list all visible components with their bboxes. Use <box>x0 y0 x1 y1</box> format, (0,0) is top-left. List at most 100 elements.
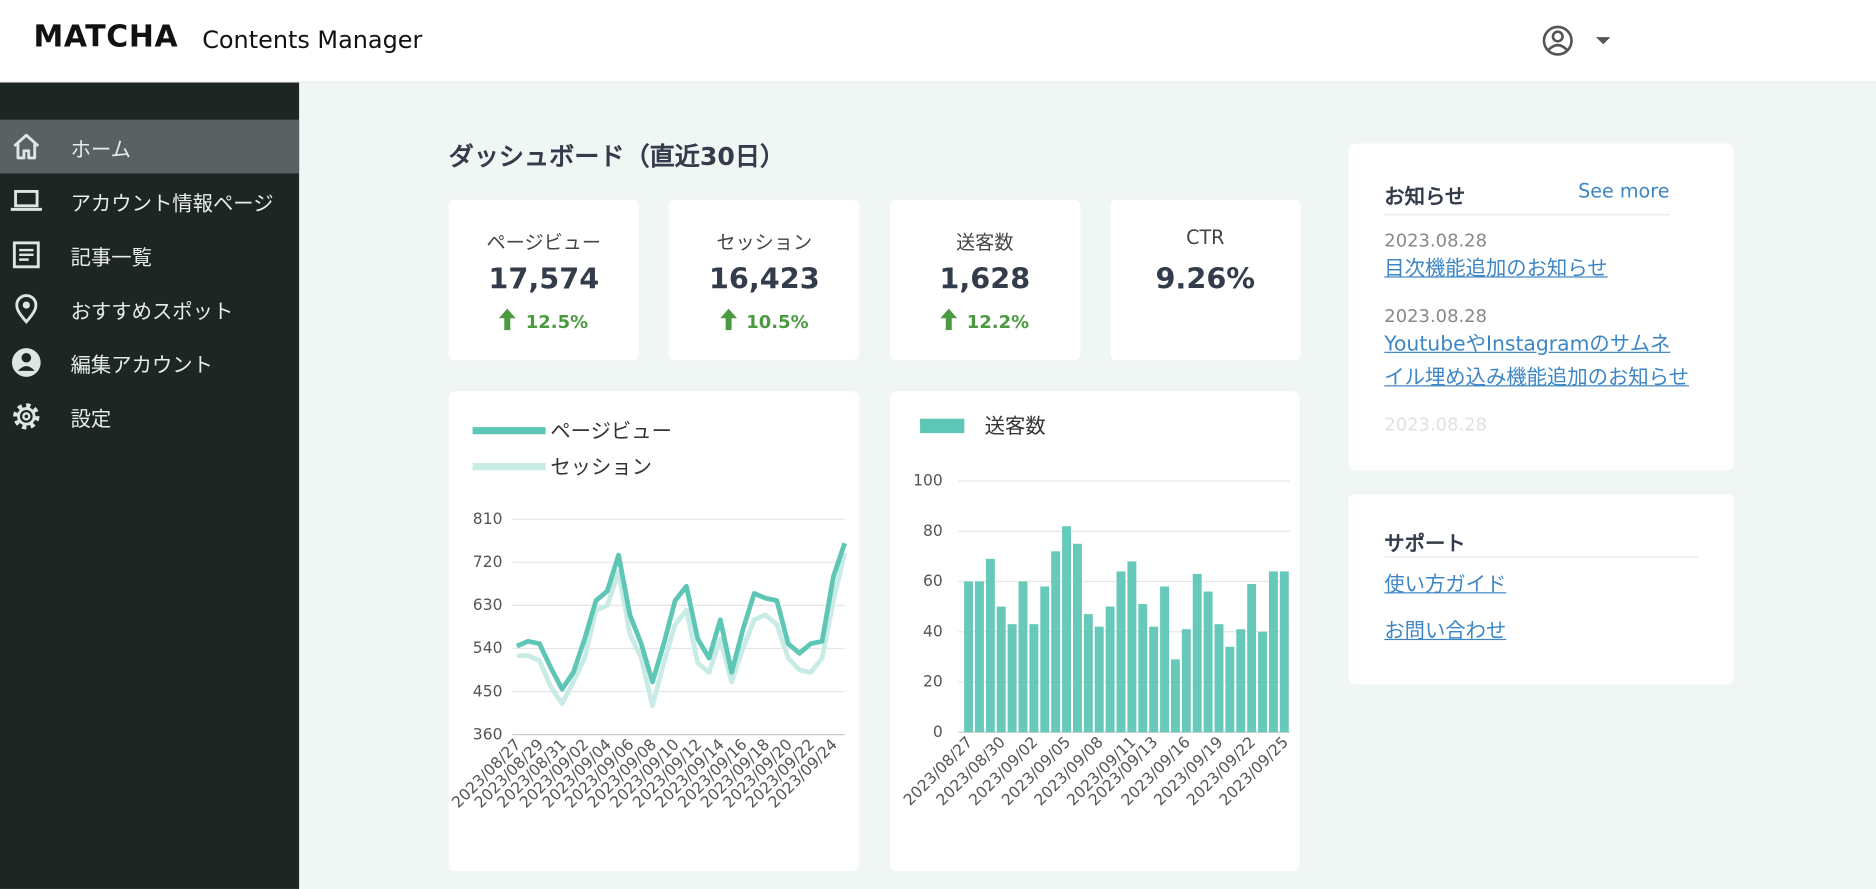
bar <box>1181 629 1191 733</box>
nav-label: アカウント情報ページ <box>70 192 274 217</box>
nav-icon <box>13 133 40 160</box>
stat-value: 17,574 <box>488 262 600 296</box>
logo[interactable]: MATCHA <box>33 19 179 54</box>
bar <box>1258 631 1267 733</box>
divider <box>1384 556 1698 558</box>
stat-label: CTR <box>1186 226 1225 249</box>
line-series <box>515 542 847 692</box>
bar <box>985 558 995 733</box>
bar <box>1138 604 1148 733</box>
support-title: サポート <box>1384 532 1466 557</box>
nav-label: おすすめスポット <box>70 300 234 325</box>
nav-label: 編集アカウント <box>70 354 213 379</box>
bar <box>1083 614 1093 733</box>
y-tick-label: 60 <box>923 572 943 590</box>
nav-icon <box>11 348 41 377</box>
y-tick-label: 540 <box>473 639 503 657</box>
nav-icon <box>15 294 38 325</box>
bar <box>1029 624 1039 733</box>
y-tick-label: 720 <box>473 553 503 571</box>
bar <box>1105 606 1115 733</box>
bar <box>974 581 984 733</box>
stat-card: セッション 16,423 10.5% <box>669 199 860 361</box>
y-tick-label: 630 <box>473 596 503 614</box>
bar <box>1268 571 1278 733</box>
user-menu[interactable] <box>1541 24 1618 58</box>
nav-item[interactable]: ホーム <box>0 119 300 174</box>
dashboard-title: ダッシュボード（直近30日） <box>448 142 786 172</box>
stat-card: CTR 9.26% <box>1110 199 1301 361</box>
nav-label: 設定 <box>70 407 112 432</box>
legend-label: セッション <box>550 455 652 479</box>
sidebar: ホームアカウント情報ページ記事一覧おすすめスポット 編集アカウント 設定 <box>0 82 300 889</box>
y-tick-label: 100 <box>913 472 943 490</box>
notice-card: お知らせ See more 2023.08.28 目次機能追加のお知らせ 2023.… <box>1348 143 1734 471</box>
support-link[interactable]: 使い方ガイド <box>1384 573 1507 598</box>
stat-change-value: 10.5% <box>746 311 809 333</box>
bar <box>1160 586 1170 733</box>
stat-value: 9.26% <box>1155 262 1256 296</box>
nav-icon <box>10 189 42 211</box>
nav-item[interactable]: 設定 <box>0 389 299 443</box>
bar <box>1094 626 1104 733</box>
nav-icon <box>12 241 40 269</box>
nav-item[interactable]: 編集アカウント <box>0 335 299 389</box>
bar <box>1040 586 1050 733</box>
bar <box>1127 561 1137 733</box>
support-link[interactable]: お問い合わせ <box>1384 619 1507 644</box>
notice-link[interactable]: YoutubeやInstagramのサムネイル埋め込み機能追加のお知らせ <box>1384 332 1689 391</box>
stat-card: 送客数 1,628 12.2% <box>889 199 1080 361</box>
line-chart: 3604505406307208102023/08/272023/08/2920… <box>448 419 848 812</box>
legend-swatch <box>920 418 965 434</box>
notice-title: お知らせ <box>1384 185 1466 210</box>
up-arrow <box>719 308 737 331</box>
notice-date: 2023.08.28 <box>1384 413 1488 436</box>
bar <box>996 606 1006 733</box>
bar <box>1214 624 1224 733</box>
stat-label: ページビュー <box>486 230 602 254</box>
stat-value: 1,628 <box>939 262 1031 296</box>
up-arrow <box>499 308 517 331</box>
bar <box>1225 646 1235 733</box>
legend-label: 送客数 <box>985 414 1046 438</box>
nav-item[interactable]: おすすめスポット <box>0 281 299 335</box>
stat-label: 送客数 <box>956 230 1014 254</box>
bar-chart: 0204060801002023/08/272023/08/302023/09/… <box>900 414 1292 809</box>
notice-date: 2023.08.28 <box>1384 305 1488 327</box>
nav-icon <box>13 403 40 430</box>
bar <box>1236 629 1246 733</box>
bar <box>1192 573 1202 733</box>
logo-subtitle: Contents Manager <box>202 25 423 54</box>
y-tick-label: 0 <box>933 723 943 741</box>
header: MATCHA Contents Manager <box>0 0 1876 83</box>
stat-change-value: 12.2% <box>966 311 1030 333</box>
chart-card: 360 450 540 630 720 810 2023/08/27 2023/08/29 20… <box>448 391 860 872</box>
bar <box>1279 571 1289 733</box>
see-more[interactable]: See more <box>1578 179 1670 203</box>
nav-item[interactable]: アカウント情報ページ <box>0 173 299 227</box>
y-tick-label: 20 <box>923 673 943 691</box>
stat-label: セッション <box>716 230 813 254</box>
bar <box>1203 591 1213 733</box>
bar <box>1170 659 1180 733</box>
notice-date: 2023.08.28 <box>1384 229 1488 252</box>
stat-card: ページビュー 17,574 12.5% <box>448 199 639 361</box>
up-arrow <box>940 308 958 331</box>
bar <box>1062 526 1072 733</box>
stat-change-value: 12.5% <box>525 311 589 333</box>
stat-change: 12.5% <box>449 308 639 333</box>
legend-label: ページビュー <box>550 419 672 443</box>
bar <box>1007 624 1017 733</box>
y-tick-label: 810 <box>473 510 503 528</box>
bar <box>1018 581 1028 733</box>
stat-change: 10.5% <box>669 308 859 333</box>
nav-item[interactable]: 記事一覧 <box>0 227 299 281</box>
bar <box>1072 543 1082 733</box>
bar <box>1051 551 1061 733</box>
y-tick-label: 450 <box>473 682 503 700</box>
notice-link[interactable]: 目次機能追加のお知らせ <box>1384 257 1608 282</box>
stat-change: 12.2% <box>890 308 1080 333</box>
bar <box>1149 626 1159 733</box>
